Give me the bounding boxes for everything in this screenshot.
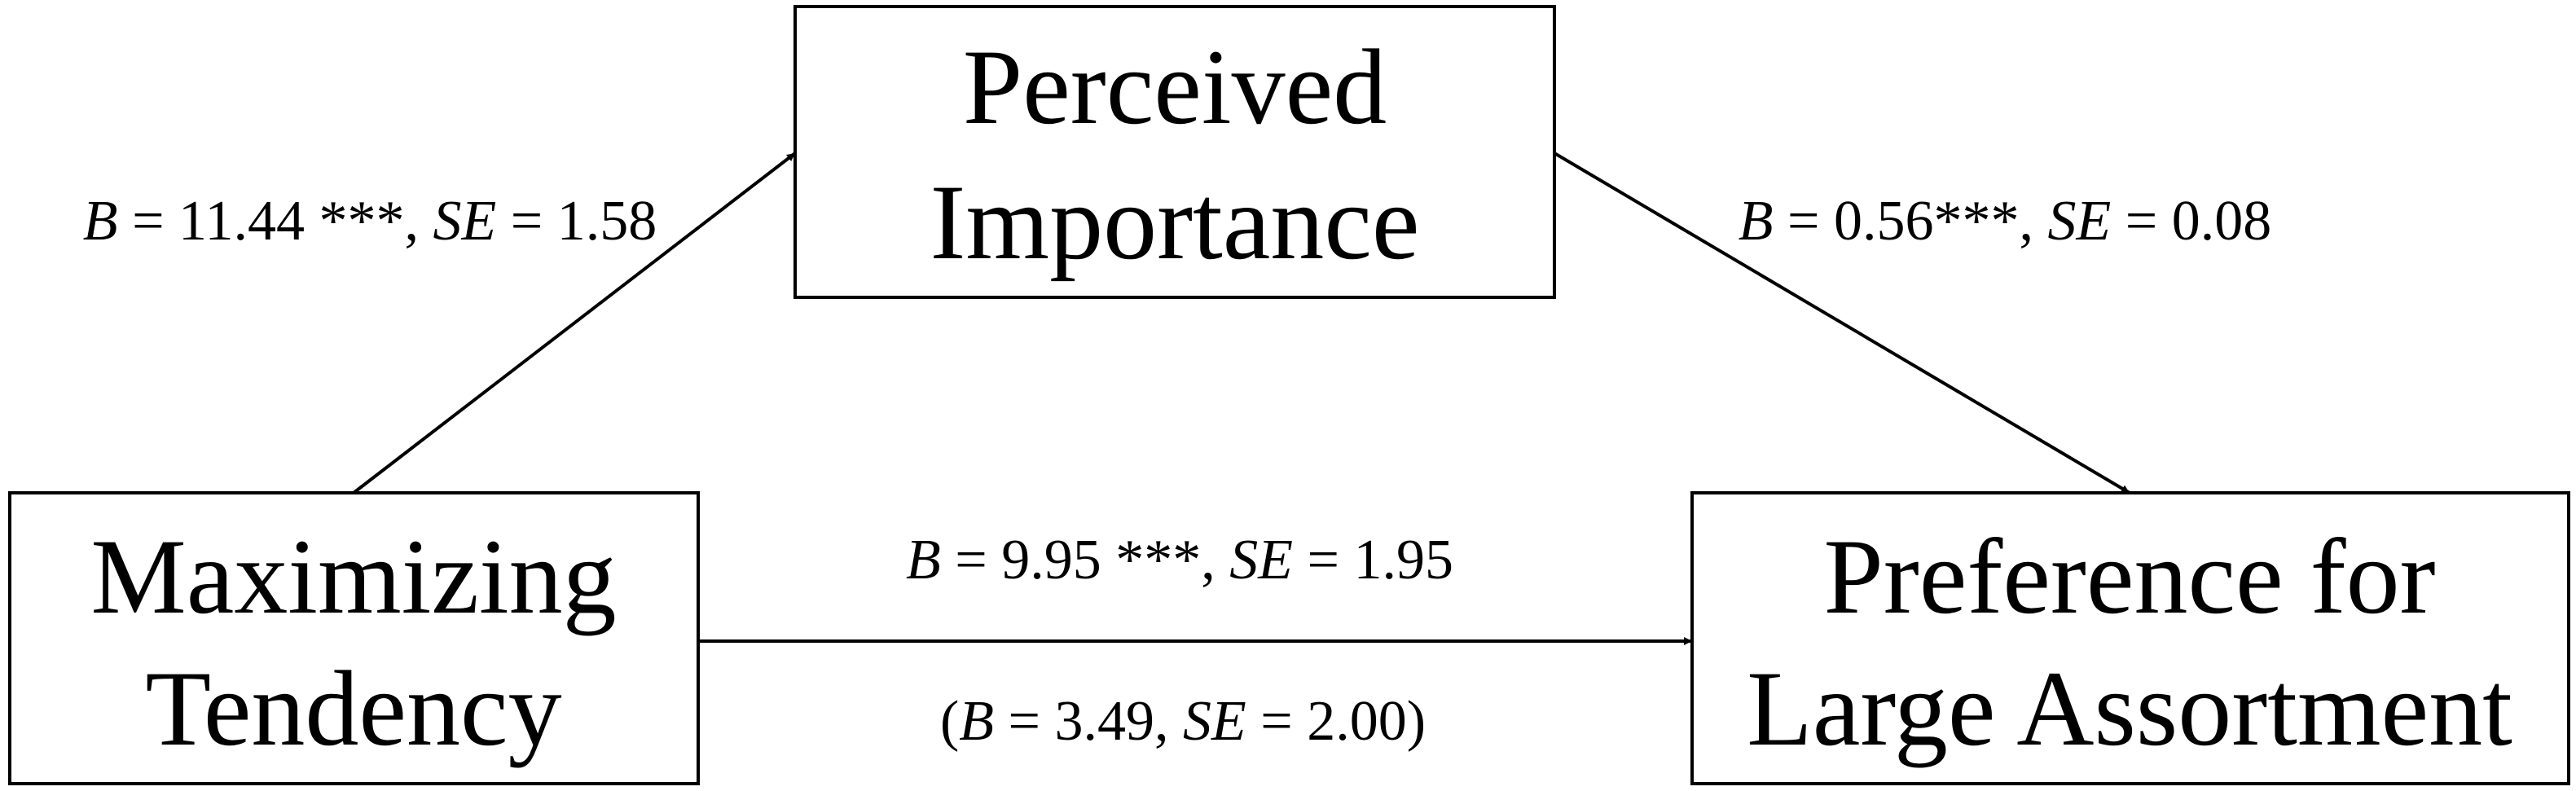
path-a-arrow (352, 152, 797, 494)
edge-label-part: ( (940, 690, 959, 753)
edge-label-part: SE (1229, 529, 1293, 591)
node-label: Importance (930, 162, 1419, 282)
node-label: Large Assortment (1747, 648, 2512, 768)
node-label: Perceived (963, 27, 1387, 147)
edge-label-part: SE (433, 190, 496, 253)
path-b-arrow (1553, 152, 2131, 494)
node-label: Tendency (145, 648, 561, 768)
edge-label-part: B (906, 529, 941, 591)
edge-label: B = 9.95 ***, SE = 1.95 (906, 529, 1453, 591)
node-label: Preference for (1823, 516, 2435, 636)
edge-label-part: = 0.08 (2111, 190, 2271, 253)
edge-label-part: = 0.56***, (1774, 190, 2048, 253)
outcome-box (1690, 491, 2570, 785)
edge-label-part: = 1.95 (1293, 529, 1453, 591)
edge-label-part: = 3.49, (994, 690, 1183, 753)
edge-label-part: = 1.58 (496, 190, 657, 253)
edge-label-part: SE (1183, 690, 1246, 753)
edge-label-part: SE (2048, 190, 2112, 253)
edge-label-part: B (1739, 190, 1774, 253)
edge-label-part: = 9.95 ***, (941, 529, 1229, 591)
predictor-box (8, 491, 700, 785)
edge-label: B = 11.44 ***, SE = 1.58 (83, 190, 657, 253)
node-label: Maximizing (90, 516, 616, 636)
edge-label: (B = 3.49, SE = 2.00) (940, 690, 1426, 753)
edge-label: B = 0.56***, SE = 0.08 (1739, 190, 2272, 253)
edge-label-part: = 2.00) (1246, 690, 1426, 753)
edge-label-part: B (83, 190, 118, 253)
edge-label-part: = 11.44 ***, (118, 190, 433, 253)
mediator-box (793, 5, 1556, 299)
edge-label-part: B (959, 690, 994, 753)
